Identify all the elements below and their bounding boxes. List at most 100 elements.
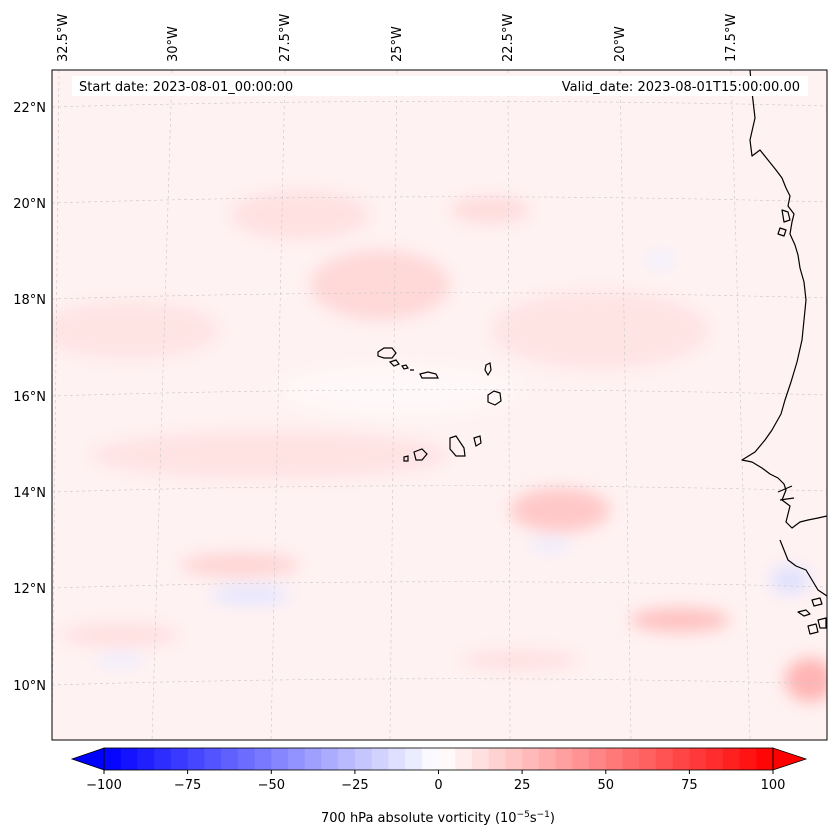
colorbar-label-close: ) <box>550 811 555 826</box>
meridian-gridline <box>619 70 632 740</box>
colorbar-cell <box>689 748 707 770</box>
colorbar-label-text: 700 hPa absolute vorticity (10 <box>321 811 517 826</box>
colorbar-cell <box>204 748 222 770</box>
colorbar-cells <box>104 748 774 770</box>
latitude-label: 20°N <box>13 197 46 212</box>
colorbar-tick-label: −100 <box>86 778 122 793</box>
island-fogo <box>413 448 428 461</box>
colorbar-cell <box>304 748 322 770</box>
colorbar-cell <box>706 748 724 770</box>
vorticity-patch <box>52 300 220 360</box>
colorbar-cell <box>455 748 473 770</box>
vorticity-shading <box>52 190 827 702</box>
longitude-label: 20°W <box>613 26 628 62</box>
colorbar-cell <box>756 748 774 770</box>
latitude-label: 10°N <box>13 679 46 694</box>
start-date-label: Start date: 2023-08-01_00:00:00 <box>79 80 293 95</box>
colorbar-cell <box>187 748 205 770</box>
colorbar-cell <box>672 748 690 770</box>
colorbar-cell <box>120 748 138 770</box>
parallel-gridline <box>52 678 827 686</box>
colorbar-arrow-high <box>772 747 808 771</box>
colorbar-tick-label: 25 <box>514 778 531 793</box>
cape-verde-islands <box>377 347 502 462</box>
colorbar-cell <box>589 748 607 770</box>
header-background <box>72 76 808 96</box>
latitude-label: 12°N <box>13 582 46 597</box>
vorticity-patch <box>310 250 450 320</box>
island-sao-nicolau <box>410 369 439 379</box>
colorbar-cell <box>438 748 456 770</box>
meridian-gridline <box>151 70 173 740</box>
colorbar-ticks <box>103 770 774 774</box>
colorbar-cell <box>639 748 657 770</box>
colorbar-cell <box>287 748 306 770</box>
colorbar-cell <box>555 748 573 770</box>
colorbar-label: 700 hPa absolute vorticity (10−5s−1) <box>321 810 555 826</box>
vorticity-patch <box>490 290 710 370</box>
longitude-label: 22.5°W <box>501 14 516 62</box>
longitude-label: 25°W <box>390 26 405 62</box>
colorbar-tick-label: −75 <box>174 778 201 793</box>
vorticity-patch <box>210 585 290 605</box>
island-santiago <box>449 435 466 457</box>
colorbar-cell <box>421 748 439 770</box>
vorticity-patch <box>630 608 730 632</box>
colorbar-cell <box>388 748 406 770</box>
vorticity-patch <box>450 196 530 224</box>
coastlines <box>741 70 827 635</box>
gambia-senegal-coast <box>777 485 795 501</box>
colorbar-cell <box>321 748 339 770</box>
vorticity-patch <box>770 565 810 595</box>
island-santo-antao <box>377 347 397 359</box>
meridian-gridline <box>507 70 511 740</box>
colorbar-cell <box>739 748 757 770</box>
vorticity-patch <box>95 653 145 667</box>
vorticity-patch <box>645 251 675 269</box>
longitude-label: 30°W <box>166 26 181 62</box>
colorbar-cell <box>538 748 556 770</box>
latitude-label: 22°N <box>13 101 46 116</box>
valid-date-label: Valid_date: 2023-08-01T15:00:00.00 <box>562 80 800 95</box>
colorbar-cell <box>572 748 590 770</box>
colorbar-cell <box>271 748 289 770</box>
parallel-gridline <box>52 581 827 589</box>
colorbar-tick-label: 50 <box>598 778 615 793</box>
parallel-gridline <box>52 389 827 397</box>
island-santa-luzia <box>401 364 409 370</box>
map-frame <box>51 69 828 741</box>
island-sao-vicente <box>388 359 400 367</box>
colorbar: −100 −75 −50 −25 0 25 50 75 100 700 hPa … <box>70 747 808 826</box>
colorbar-cell <box>137 748 155 770</box>
colorbar-tick-labels: −100 −75 −50 −25 0 25 50 75 100 <box>86 778 785 793</box>
parallel-gridline <box>52 485 827 493</box>
latitude-label: 14°N <box>13 486 46 501</box>
colorbar-cell <box>471 748 490 770</box>
colorbar-cell <box>405 748 423 770</box>
west-africa-coastline <box>741 70 827 529</box>
vorticity-patch <box>460 650 580 670</box>
meridian-gridline <box>730 70 751 740</box>
longitude-label: 32.5°W <box>56 14 71 62</box>
colorbar-arrow-low <box>70 747 105 771</box>
longitude-label: 17.5°W <box>724 14 739 62</box>
vorticity-patch <box>510 488 610 532</box>
canary-coast-fragment <box>777 209 791 237</box>
latitude-labels: 22°N 20°N 18°N 16°N 14°N 12°N 10°N <box>13 101 46 694</box>
colorbar-cell <box>154 748 172 770</box>
meridian-gridline <box>52 70 60 740</box>
vorticity-patch <box>60 623 180 647</box>
colorbar-cell <box>622 748 640 770</box>
colorbar-label-exponent: −1 <box>537 810 550 820</box>
colorbar-cell <box>237 748 255 770</box>
map-area <box>52 70 827 740</box>
colorbar-tick-label: −25 <box>341 778 368 793</box>
meridian-gridline <box>270 70 286 740</box>
graticule <box>52 70 827 740</box>
colorbar-cell <box>522 748 540 770</box>
colorbar-cell <box>354 748 373 770</box>
colorbar-cell <box>655 748 674 770</box>
longitude-labels: 32.5°W 30°W 27.5°W 25°W 22.5°W 20°W 17.5… <box>56 14 739 62</box>
island-maio <box>473 435 482 447</box>
vorticity-patch <box>230 190 370 240</box>
